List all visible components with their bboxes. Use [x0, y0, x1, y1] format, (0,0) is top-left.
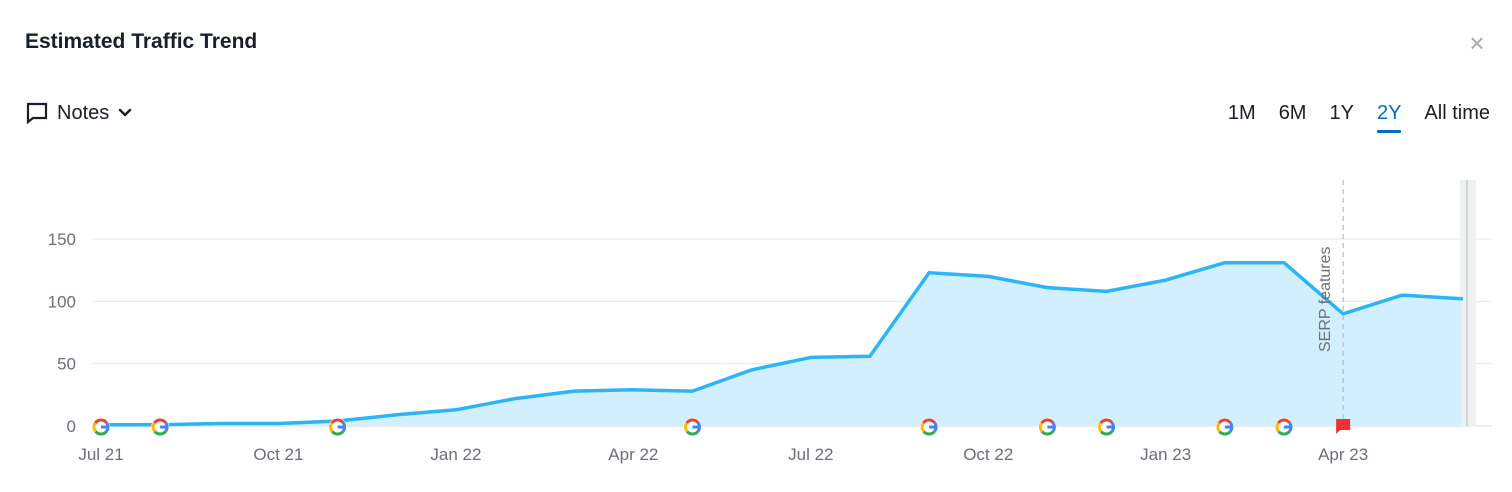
notes-label: Notes — [57, 101, 110, 124]
range-selector: 1M 6M 1Y 2Y All time — [1228, 102, 1490, 133]
google-update-icon — [328, 418, 347, 436]
google-update-icon — [920, 418, 939, 436]
y-tick-label: 100 — [48, 292, 76, 311]
annotation-label: SERP features — [1317, 246, 1334, 352]
area-fill — [101, 262, 1462, 426]
x-tick-label: Apr 23 — [1318, 445, 1368, 464]
google-update-icon — [1275, 418, 1293, 436]
range-all-time[interactable]: All time — [1424, 102, 1490, 124]
comment-icon — [26, 102, 48, 125]
x-tick-label: Jan 23 — [1140, 445, 1191, 464]
x-tick-label: Oct 22 — [963, 445, 1013, 464]
y-tick-label: 150 — [48, 230, 76, 249]
close-icon[interactable]: × — [1469, 28, 1485, 58]
flag-marker — [1336, 419, 1351, 434]
page-title: Estimated Traffic Trend — [25, 30, 258, 53]
google-update-icon — [1215, 418, 1234, 436]
range-1y[interactable]: 1Y — [1329, 102, 1354, 124]
range-2y[interactable]: 2Y — [1376, 102, 1402, 133]
google-update-icon — [151, 418, 170, 436]
x-tick-label: Jul 22 — [788, 445, 833, 464]
chevron-down-icon — [119, 108, 132, 117]
range-1m[interactable]: 1M — [1227, 102, 1256, 124]
y-tick-label: 0 — [67, 417, 76, 436]
range-6m[interactable]: 6M — [1278, 102, 1307, 124]
google-update-icon — [683, 418, 702, 436]
series-line — [99, 260, 1464, 427]
x-tick-label: Oct 21 — [253, 445, 303, 464]
notes-dropdown[interactable]: Notes — [25, 101, 133, 125]
y-tick-label: 50 — [57, 355, 76, 374]
x-tick-label: Apr 22 — [608, 445, 658, 464]
x-tick-label: Jul 21 — [78, 445, 123, 464]
google-update-icon — [1038, 418, 1057, 436]
x-tick-label: Jan 22 — [430, 445, 481, 464]
google-update-icon — [92, 418, 110, 436]
google-update-icon — [1097, 418, 1116, 436]
